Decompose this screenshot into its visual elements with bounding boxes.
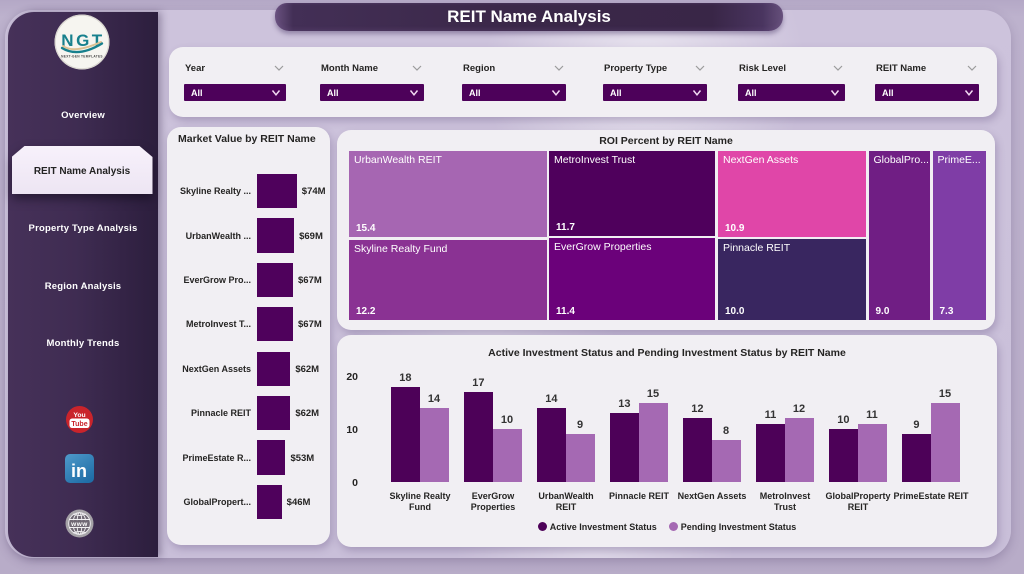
svg-text:in: in (71, 461, 87, 481)
svg-text:NEXT-GEN TEMPLATES: NEXT-GEN TEMPLATES (61, 55, 103, 59)
svg-text:www: www (70, 521, 88, 528)
svg-text:You: You (73, 412, 85, 419)
svg-text:Tube: Tube (71, 421, 87, 428)
svg-text:NGT: NGT (61, 31, 104, 50)
